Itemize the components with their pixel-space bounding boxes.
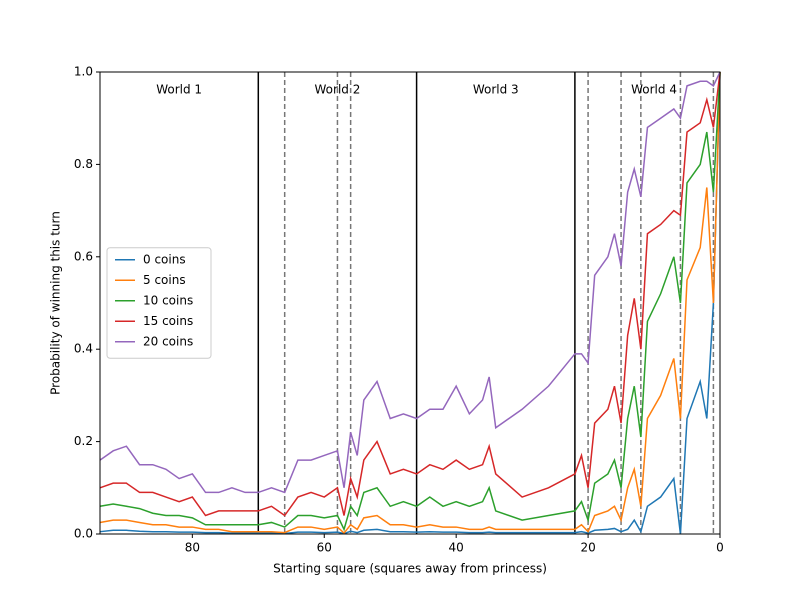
legend-box — [106, 247, 212, 359]
x-tick-label: 80 — [185, 541, 200, 555]
y-axis-label: Probability of winning this turn — [49, 211, 63, 395]
x-tick-label: 20 — [580, 541, 595, 555]
world-label: World 3 — [473, 83, 519, 97]
series-line — [99, 71, 721, 517]
y-tick-label: 0.8 — [74, 157, 93, 171]
series-line — [99, 71, 721, 535]
series-line — [99, 71, 721, 494]
y-tick-label: 0.2 — [74, 434, 93, 448]
legend-label: 10 coins — [143, 293, 193, 307]
x-tick-label: 40 — [449, 541, 464, 555]
plot-frame — [99, 71, 721, 535]
series-line — [99, 71, 721, 535]
world-label: World 2 — [315, 83, 361, 97]
series-line — [99, 71, 721, 532]
legend-label: 20 coins — [143, 334, 193, 348]
legend-label: 15 coins — [143, 314, 193, 328]
x-tick-label: 0 — [716, 541, 724, 555]
legend-label: 5 coins — [143, 273, 186, 287]
world-label: World 1 — [156, 83, 202, 97]
world-label: World 4 — [631, 83, 677, 97]
y-tick-label: 0.6 — [74, 249, 93, 263]
x-tick-label: 60 — [317, 541, 332, 555]
legend-label: 0 coins — [143, 252, 186, 266]
y-tick-label: 0.0 — [74, 527, 93, 541]
x-axis-label: Starting square (squares away from princ… — [273, 562, 547, 576]
y-tick-label: 1.0 — [74, 65, 93, 79]
y-tick-label: 0.4 — [74, 342, 93, 356]
